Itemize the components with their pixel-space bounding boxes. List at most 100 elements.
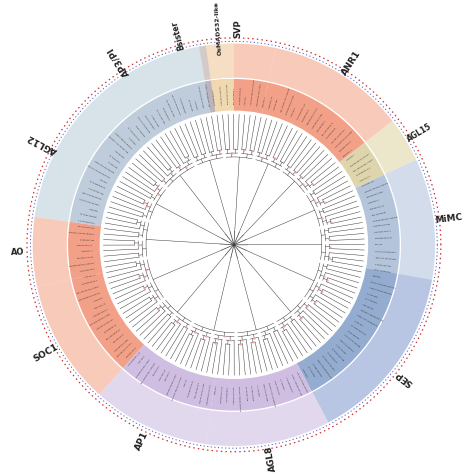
Text: AT33402.1: AT33402.1 bbox=[354, 318, 364, 325]
Text: LOC_Os306861/AcSEP: LOC_Os306861/AcSEP bbox=[292, 373, 303, 395]
Text: NCBIref869931/AcSEP: NCBIref869931/AcSEP bbox=[368, 285, 392, 293]
Text: AT874511/AcMADS: AT874511/AcMADS bbox=[330, 128, 346, 144]
Text: AT53973_t1: AT53973_t1 bbox=[359, 174, 371, 182]
Polygon shape bbox=[68, 222, 104, 279]
Text: LG1732: LG1732 bbox=[374, 244, 383, 245]
Text: AT35381: AT35381 bbox=[371, 273, 381, 277]
Text: NCBIref891181/AcSEP: NCBIref891181/AcSEP bbox=[256, 82, 262, 106]
Text: Aco57621/AcMADS: Aco57621/AcMADS bbox=[219, 84, 222, 105]
Text: AP1: AP1 bbox=[134, 430, 151, 452]
Text: Aco540981/AcMADS: Aco540981/AcMADS bbox=[206, 383, 211, 405]
Text: SEP: SEP bbox=[394, 369, 415, 388]
Polygon shape bbox=[338, 143, 384, 189]
Text: Aco220821/AcSEP: Aco220821/AcSEP bbox=[113, 337, 129, 352]
Text: AcMADS492931/AcSEP: AcMADS492931/AcSEP bbox=[90, 313, 112, 327]
Text: NCBIref71269: NCBIref71269 bbox=[136, 124, 146, 136]
Text: NCBIref90071: NCBIref90071 bbox=[302, 109, 310, 122]
Text: NCBIref405061/AcMADS: NCBIref405061/AcMADS bbox=[364, 182, 389, 193]
Text: AT37237: AT37237 bbox=[100, 177, 109, 182]
Text: Aco61456_t1: Aco61456_t1 bbox=[158, 367, 166, 381]
Text: Sobic605631/AcSEP: Sobic605631/AcSEP bbox=[81, 191, 101, 199]
Text: LG25665: LG25665 bbox=[88, 207, 98, 210]
Text: AT484021/AcMADS: AT484021/AcMADS bbox=[322, 354, 336, 371]
Polygon shape bbox=[365, 121, 416, 174]
Text: Aco84517_t1: Aco84517_t1 bbox=[364, 296, 378, 303]
Text: Sobic49979: Sobic49979 bbox=[154, 365, 161, 376]
Text: LOC_Os293331/AcMADS: LOC_Os293331/AcMADS bbox=[359, 307, 383, 320]
Text: scaffold58202.1: scaffold58202.1 bbox=[213, 88, 216, 105]
Text: Aco22037.1: Aco22037.1 bbox=[81, 250, 93, 252]
Text: AP3/PI: AP3/PI bbox=[107, 45, 132, 77]
Text: AO: AO bbox=[10, 247, 24, 257]
Text: NCBIref661711/AcMADS: NCBIref661711/AcMADS bbox=[269, 381, 277, 406]
Text: Bsister: Bsister bbox=[170, 20, 186, 51]
Text: Sobic70195.1: Sobic70195.1 bbox=[152, 112, 160, 126]
Text: scaffold97981/AcSEP: scaffold97981/AcSEP bbox=[285, 93, 295, 115]
Polygon shape bbox=[354, 175, 400, 273]
Text: Aco45251: Aco45251 bbox=[346, 154, 356, 162]
Text: AT33771: AT33771 bbox=[183, 377, 188, 387]
Text: Sobic65353.1: Sobic65353.1 bbox=[317, 119, 326, 132]
Text: AT86042.1: AT86042.1 bbox=[128, 135, 137, 144]
Text: LG4549_t1: LG4549_t1 bbox=[343, 148, 353, 157]
Text: scaffold83073: scaffold83073 bbox=[105, 323, 118, 333]
Text: Aco901321/AcMADS: Aco901321/AcMADS bbox=[374, 250, 396, 252]
Text: NCBIref709081/AcSEP: NCBIref709081/AcSEP bbox=[166, 373, 177, 395]
Text: AcMADS8650.1: AcMADS8650.1 bbox=[227, 385, 229, 402]
Polygon shape bbox=[262, 82, 365, 163]
Text: Sobic14150_t1: Sobic14150_t1 bbox=[251, 384, 255, 400]
Text: AT334541/AcMADS: AT334541/AcMADS bbox=[96, 318, 115, 330]
Polygon shape bbox=[99, 58, 171, 120]
Text: AGL12: AGL12 bbox=[26, 131, 59, 155]
Text: LOC_Os42208: LOC_Os42208 bbox=[371, 211, 386, 216]
Text: scaffold27773_t1: scaffold27773_t1 bbox=[373, 267, 391, 272]
Circle shape bbox=[150, 161, 318, 329]
Text: AcMADS537871/AcMADS: AcMADS537871/AcMADS bbox=[87, 163, 111, 177]
Text: scaffold578341/AcMADS: scaffold578341/AcMADS bbox=[239, 385, 242, 411]
Text: AT39784.1: AT39784.1 bbox=[138, 354, 146, 364]
Text: AcMADS31139.1: AcMADS31139.1 bbox=[374, 230, 392, 233]
Text: scaffold146241/AcMADS: scaffold146241/AcMADS bbox=[67, 230, 94, 234]
Text: LG31149_t1: LG31149_t1 bbox=[93, 302, 106, 310]
Polygon shape bbox=[385, 160, 435, 280]
Text: LOC_Os13780.1: LOC_Os13780.1 bbox=[374, 262, 391, 265]
Polygon shape bbox=[72, 273, 145, 368]
Text: Aco28941/AcSEP: Aco28941/AcSEP bbox=[144, 113, 155, 129]
Text: AT50241_t1: AT50241_t1 bbox=[84, 274, 97, 278]
Text: NCBIref679941/AcMADS: NCBIref679941/AcMADS bbox=[68, 262, 95, 267]
Text: LG67146.1: LG67146.1 bbox=[165, 370, 171, 381]
Text: Aco58006_t1: Aco58006_t1 bbox=[268, 95, 273, 109]
Text: scaffold48863_t1: scaffold48863_t1 bbox=[88, 179, 106, 188]
Polygon shape bbox=[33, 217, 71, 287]
Text: LOC_Os2414_t1: LOC_Os2414_t1 bbox=[156, 107, 166, 123]
Polygon shape bbox=[123, 91, 184, 146]
Text: Sobic358391/AcMADS: Sobic358391/AcMADS bbox=[79, 291, 102, 301]
Text: AT11213: AT11213 bbox=[245, 95, 247, 105]
Text: scaffold26003.1: scaffold26003.1 bbox=[81, 280, 98, 285]
Text: Aco248701/AcSEP: Aco248701/AcSEP bbox=[339, 337, 355, 351]
Polygon shape bbox=[199, 44, 276, 82]
Text: LG50013_t1: LG50013_t1 bbox=[307, 364, 316, 376]
Text: LOC_Os21920_t1: LOC_Os21920_t1 bbox=[331, 346, 345, 360]
Text: NCBIref765721/AcSEP: NCBIref765721/AcSEP bbox=[93, 158, 114, 172]
Polygon shape bbox=[206, 392, 328, 446]
Text: NCBIref13013: NCBIref13013 bbox=[347, 328, 360, 337]
Text: AT721181/AcSEP: AT721181/AcSEP bbox=[76, 224, 94, 228]
Text: AcMADS345981/AcMADS: AcMADS345981/AcMADS bbox=[370, 279, 396, 288]
Text: AcMADS46976_t1: AcMADS46976_t1 bbox=[296, 101, 306, 119]
Text: LG72362.1: LG72362.1 bbox=[107, 159, 118, 167]
Text: NCBIref73944_t1: NCBIref73944_t1 bbox=[78, 211, 97, 217]
Text: LOC_Os95410: LOC_Os95410 bbox=[246, 385, 248, 400]
Polygon shape bbox=[269, 48, 392, 142]
Polygon shape bbox=[35, 95, 122, 221]
Text: AT98031_t1: AT98031_t1 bbox=[280, 377, 286, 390]
Text: Aco51677.1: Aco51677.1 bbox=[257, 383, 261, 396]
Text: SOC1: SOC1 bbox=[32, 343, 60, 364]
Text: scaffold240541/AcSEP: scaffold240541/AcSEP bbox=[136, 357, 151, 378]
Text: AGL15: AGL15 bbox=[406, 122, 434, 144]
Text: AcMADS380881/AcSEP: AcMADS380881/AcSEP bbox=[317, 357, 333, 378]
Text: LG841961/AcSEP: LG841961/AcSEP bbox=[263, 382, 269, 401]
Text: AT856401/AcSEP: AT856401/AcSEP bbox=[233, 385, 235, 404]
Text: LOC_Os153411/AcSEP: LOC_Os153411/AcSEP bbox=[76, 285, 100, 294]
Text: AcMADS961971/AcSEP: AcMADS961971/AcSEP bbox=[335, 129, 354, 148]
